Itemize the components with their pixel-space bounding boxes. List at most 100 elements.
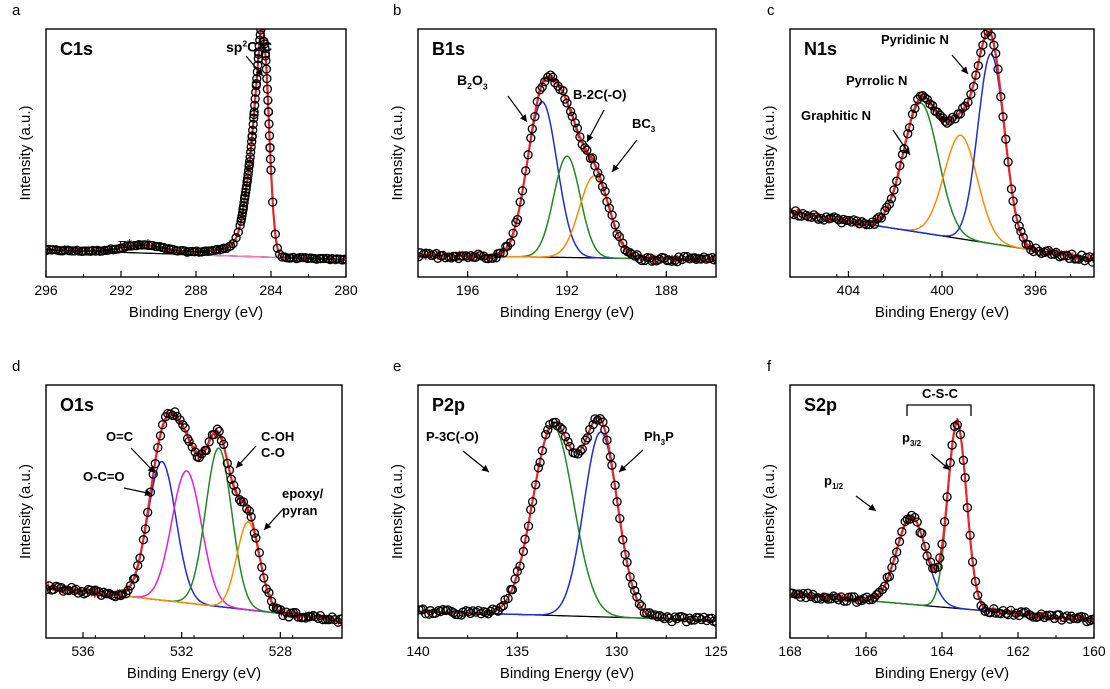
data-point	[507, 585, 518, 595]
data-point	[138, 535, 149, 545]
data-point	[600, 186, 610, 196]
data-point	[272, 243, 283, 253]
annotation-co: C-O	[261, 445, 285, 460]
data-point	[446, 253, 456, 263]
data-point	[1009, 610, 1019, 620]
data-point	[325, 614, 335, 625]
data-point	[258, 15, 266, 23]
data-point	[1067, 249, 1077, 259]
data-point	[903, 129, 913, 139]
data-point	[261, 64, 272, 74]
data-point	[247, 131, 257, 141]
data-point	[523, 521, 534, 531]
plot-area	[46, 407, 342, 627]
data-point	[618, 535, 628, 545]
data-point	[512, 566, 523, 576]
data-point	[431, 248, 441, 259]
data-point	[337, 614, 342, 624]
annotation-arrow	[930, 453, 951, 471]
x-tick-label: 528	[269, 643, 293, 659]
data-point	[580, 435, 591, 445]
data-point	[264, 131, 275, 141]
y-axis-label: Intensity (a.u.)	[17, 105, 34, 200]
data-point	[897, 149, 908, 160]
x-tick-label: 168	[778, 643, 802, 659]
annotation-bc3: BC3	[632, 116, 656, 134]
panel-letter: a	[12, 2, 21, 19]
data-point	[176, 245, 186, 256]
data-point	[153, 442, 163, 453]
data-point	[520, 534, 530, 544]
data-point	[607, 210, 617, 220]
data-point	[532, 97, 542, 107]
annotation-arrow	[618, 449, 644, 473]
data-point	[308, 610, 318, 621]
data-point	[66, 582, 77, 593]
data-point	[978, 40, 988, 50]
peak-orange	[790, 134, 1094, 261]
data-point	[170, 407, 180, 417]
data-point	[523, 150, 533, 160]
panel-e: e 140 135 130 125 Binding Energy (eV) Intensit…	[389, 358, 728, 682]
data-point	[201, 445, 211, 456]
data-point	[318, 253, 328, 264]
data-point	[927, 101, 938, 111]
data-point	[515, 197, 525, 207]
axes-frame	[417, 384, 717, 639]
data-point	[233, 227, 243, 237]
data-point	[531, 480, 541, 490]
data-point	[1001, 134, 1011, 144]
data-point	[955, 109, 965, 119]
data-point	[1006, 184, 1017, 194]
data-point	[968, 81, 979, 92]
data-point	[237, 208, 248, 218]
envelope-fit	[418, 75, 716, 261]
data-point	[952, 420, 962, 430]
data-point	[610, 480, 620, 490]
annotation-arrow	[507, 95, 528, 123]
data-point	[157, 420, 168, 430]
panel-letter: e	[393, 358, 401, 375]
data-point	[937, 539, 947, 549]
data-point	[580, 143, 590, 153]
data-point	[465, 608, 475, 619]
x-tick-label: 140	[406, 643, 430, 659]
panel-title: B1s	[432, 39, 465, 59]
data-point	[831, 593, 841, 603]
data-point	[214, 426, 224, 437]
data-point	[894, 536, 905, 547]
annotation-arrow	[123, 487, 153, 496]
data-point	[537, 445, 547, 456]
data-point	[265, 142, 275, 153]
data-point	[244, 161, 254, 171]
panel-letter: c	[767, 2, 775, 19]
annotation-arrow	[892, 129, 911, 156]
data-point	[249, 107, 259, 117]
plot-area	[46, 15, 346, 265]
data-point	[239, 197, 249, 208]
data-point	[222, 458, 232, 468]
panel-title: P2p	[432, 395, 465, 415]
y-axis-label: Intensity (a.u.)	[389, 105, 406, 200]
data-point	[884, 199, 895, 209]
data-point	[263, 107, 274, 117]
annotation-oco: O-C=O	[83, 469, 125, 484]
data-point	[266, 165, 276, 175]
annotation-coh: C-OH	[261, 429, 294, 444]
data-point	[640, 255, 650, 266]
data-point	[667, 616, 677, 627]
data-point	[518, 546, 529, 557]
data-point	[187, 442, 197, 452]
data-point	[1039, 612, 1050, 623]
data-point	[932, 107, 942, 117]
data-point	[865, 219, 875, 230]
annotation-pyridinic: Pyridinic N	[881, 32, 949, 47]
x-tick-label: 162	[1006, 643, 1030, 659]
data-point	[600, 425, 610, 435]
data-point	[281, 607, 291, 617]
data-point	[593, 168, 603, 178]
data-point	[150, 458, 160, 469]
panel-a: a 296 292 288 284 280 Binding Energy (eV) Inten…	[12, 2, 358, 321]
data-point	[1046, 249, 1056, 259]
data-point	[973, 61, 983, 71]
